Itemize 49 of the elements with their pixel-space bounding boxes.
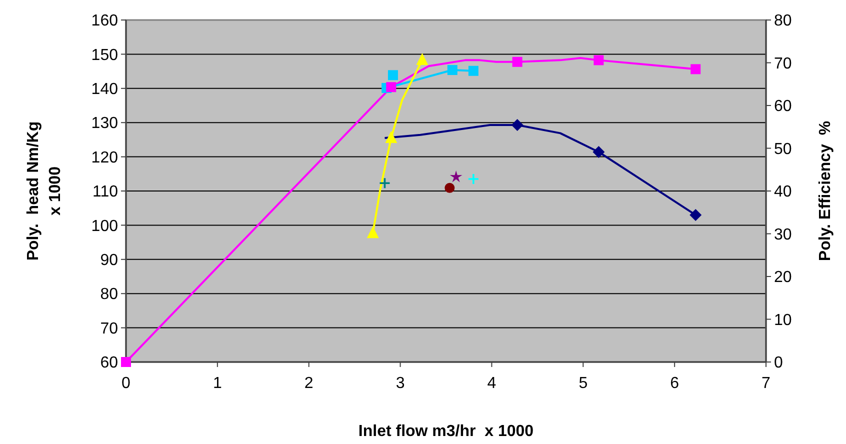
x-tick-label: 6 (670, 375, 680, 392)
point (378, 177, 391, 190)
point (388, 70, 398, 80)
y-tick-label: 130 (91, 115, 118, 132)
y-tick-label: 90 (100, 252, 118, 269)
y-tick-label: 100 (91, 218, 118, 235)
point (512, 56, 522, 67)
y-tick-label: 80 (100, 286, 118, 304)
point (594, 55, 604, 66)
point (468, 66, 478, 76)
x-tick-label: 4 (487, 375, 496, 392)
y2-tick-label: 50 (774, 140, 792, 158)
y2-axis-title: Poly. Efficiency % (817, 120, 834, 262)
x-tick-label: 7 (762, 375, 771, 392)
point (468, 173, 480, 185)
y-tick-label: 110 (92, 184, 118, 201)
y2-tick-label: 30 (774, 226, 792, 244)
y-tick-label: 70 (100, 320, 118, 338)
y2-tick-label: 60 (774, 98, 792, 116)
x-tick-label: 1 (212, 375, 222, 392)
point (386, 82, 396, 92)
point (511, 118, 524, 131)
y2-tick-label: 10 (774, 312, 792, 329)
y-tick-label: 60 (100, 354, 118, 372)
point (444, 182, 455, 193)
point (385, 130, 398, 143)
x-tick-label: 3 (396, 375, 405, 392)
point (447, 65, 458, 76)
point (592, 146, 605, 158)
point (416, 53, 428, 66)
point (121, 357, 131, 367)
y-tick-label: 160 (91, 12, 118, 30)
y2-tick-label: 20 (774, 269, 792, 286)
y2-tick-label: 80 (774, 12, 792, 30)
x-tick-label: 5 (578, 375, 588, 392)
y-tick-label: 140 (91, 81, 118, 98)
point (690, 208, 702, 221)
x-tick-label: 2 (304, 375, 314, 392)
x-axis-title: Inlet flow m3/hr x 1000 (358, 423, 534, 440)
y2-tick-label: 0 (774, 354, 783, 372)
point (450, 170, 462, 182)
y2-tick-label: 70 (774, 55, 792, 72)
x-tick-label: 0 (122, 375, 131, 392)
point (366, 226, 379, 238)
y2-tick-label: 40 (774, 184, 792, 201)
y-tick-label: 120 (91, 149, 118, 166)
y-axis-title: Poly. head Nm/Kg x 1000 (25, 121, 64, 261)
y-tick-label: 150 (91, 46, 118, 64)
point (690, 64, 701, 74)
